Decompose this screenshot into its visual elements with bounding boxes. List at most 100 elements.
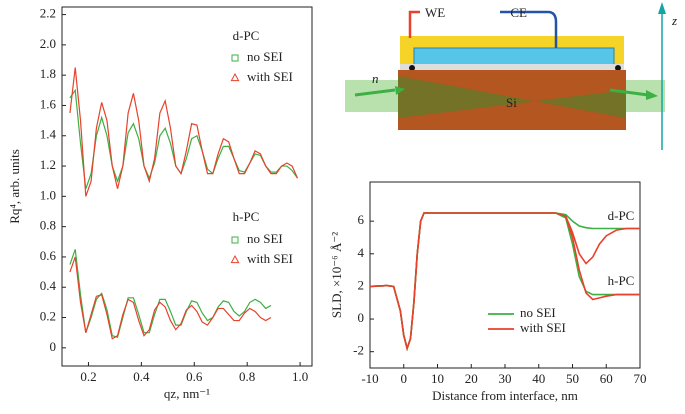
point [102,0,108,6]
annotation: d-PC [608,208,635,223]
z-label: z [671,13,677,28]
y-tick-label: 0.6 [40,248,57,263]
point [299,0,305,6]
we-label: WE [425,5,445,20]
y-tick-label: 0.2 [40,309,56,324]
legend-label: with SEI [520,320,566,335]
y-tick-label: -2 [353,343,364,358]
point [299,0,305,6]
x-tick-label: 50 [566,371,579,386]
y-tick-label: 2.2 [40,6,56,21]
point [295,0,301,6]
plot-frame [61,6,313,367]
point [305,0,311,6]
y-axis-label: SLD, ×10⁻⁶ Å⁻² [329,232,344,318]
x-tick-label: 0.8 [239,369,255,384]
legend-marker [230,72,240,82]
point [140,0,146,6]
point [140,0,146,6]
point [311,0,317,6]
panel-title: h-PC [233,209,260,224]
point [311,0,317,6]
point [152,0,158,6]
beam-label: n [372,71,379,86]
x-tick-label: 0 [401,371,408,386]
point [305,0,311,6]
point [325,0,331,6]
reflected-arrow [609,88,649,97]
y-tick-label: 4 [358,245,365,260]
x-tick-label: 30 [499,371,512,386]
point [168,0,174,6]
fit-line [69,67,298,197]
point [171,0,177,6]
point [110,0,116,6]
point [337,0,343,6]
point [166,0,172,6]
point [302,0,308,6]
point [315,0,321,6]
point [231,0,237,6]
y-tick-label: 1.8 [40,66,56,81]
point [319,0,325,6]
we-wire [408,10,420,38]
legend-marker [230,254,240,264]
y-tick-label: 2 [358,277,365,292]
point [327,0,333,6]
point [168,0,174,6]
point [171,0,177,6]
point [311,0,317,6]
x-tick-label: 40 [532,371,545,386]
ce-label: CE [510,5,527,20]
point [175,0,181,6]
cell-diagram: WE CE n Si z [345,2,677,150]
point [311,0,317,6]
contact [409,65,415,71]
point [160,0,166,6]
point [80,0,86,6]
y-tick-label: 1.4 [40,127,57,142]
point [125,0,131,6]
y-tick-label: 6 [358,212,365,227]
point [168,0,174,6]
y-tick-label: 0 [358,310,365,325]
point [301,0,307,6]
annotation: h-PC [608,273,635,288]
point [155,0,161,6]
point [155,0,161,6]
incident-arrow [354,88,396,97]
point [311,0,317,6]
point [315,0,321,6]
point [155,0,161,6]
point [166,0,172,6]
point [160,0,166,6]
point [302,0,308,6]
point [333,0,339,6]
x-axis-label: Distance from interface, nm [432,388,578,403]
point [292,0,298,6]
fit-line [69,88,298,189]
x-tick-label: 1.0 [292,369,308,384]
point [295,0,301,6]
point [125,0,131,6]
legend-label: with SEI [247,69,293,84]
panel-title: d-PC [233,28,260,43]
point [140,0,146,6]
point [171,0,177,6]
point [171,0,177,6]
legend-label: no SEI [247,231,283,246]
point [295,0,301,6]
fit-line [69,256,272,340]
y-tick-label: 1.0 [40,187,56,202]
point [315,0,321,6]
y-tick-label: 0.8 [40,218,56,233]
point [287,0,293,6]
point [125,0,131,6]
point [152,0,158,6]
point [254,0,260,6]
point [330,0,336,6]
point [151,0,157,6]
x-axis-label: qz, nm⁻¹ [164,386,210,401]
point [155,0,161,6]
beam-path [398,76,626,118]
